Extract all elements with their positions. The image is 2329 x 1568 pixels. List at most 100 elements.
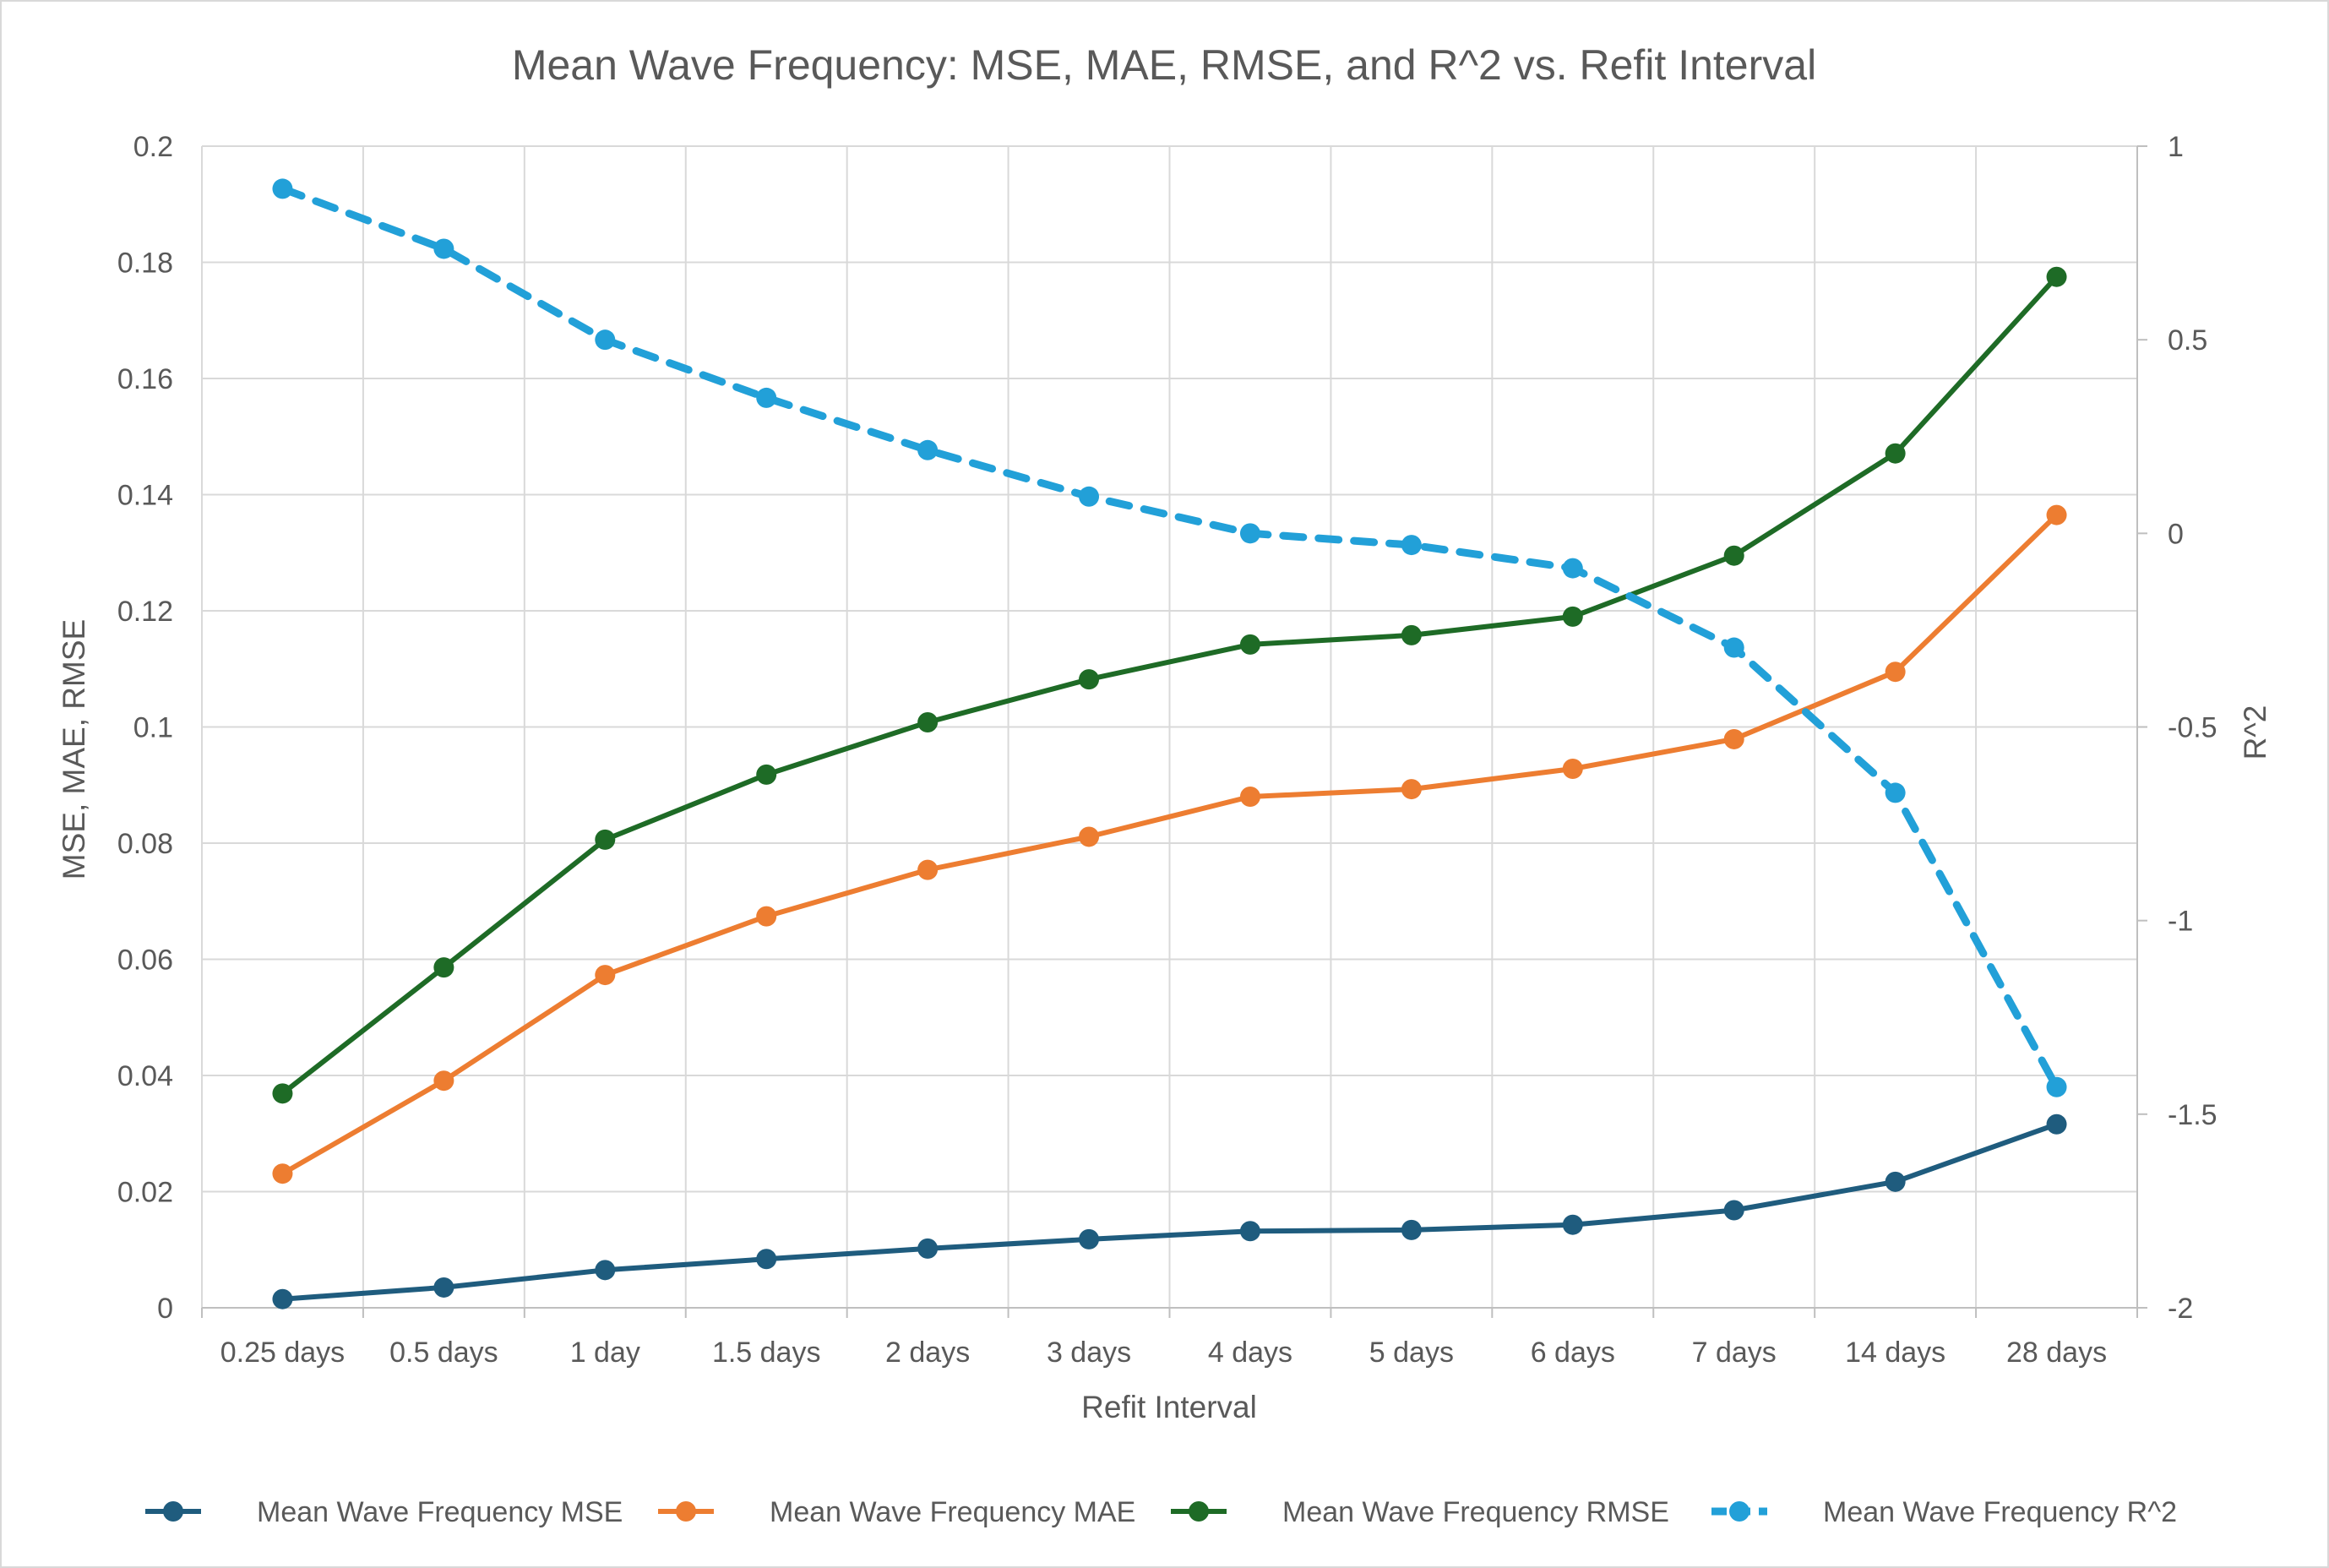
data-point <box>595 329 616 351</box>
data-point <box>756 387 777 408</box>
x-tick-label: 1.5 days <box>712 1337 821 1369</box>
series-0 <box>272 1113 2067 1309</box>
data-point <box>756 1249 777 1270</box>
data-point <box>1079 486 1100 507</box>
data-point <box>1562 558 1583 579</box>
y2-axis-title: R^2 <box>2238 705 2272 760</box>
data-point <box>2046 1113 2067 1135</box>
legend-marker <box>676 1501 696 1522</box>
legend-item: Mean Wave Frequency MSE <box>145 1496 623 1528</box>
data-point <box>2046 504 2067 525</box>
data-point <box>595 829 616 850</box>
data-point <box>2046 1076 2067 1097</box>
y-tick-label: 0 <box>157 1293 173 1325</box>
data-point <box>756 906 777 927</box>
series-line <box>279 184 2060 1092</box>
data-point <box>1562 606 1583 627</box>
data-point <box>272 1083 293 1104</box>
legend-item: Mean Wave Frequency RMSE <box>1171 1496 1669 1528</box>
y2-tick-label: -2 <box>2168 1293 2193 1325</box>
x-tick-label: 0.25 days <box>220 1337 345 1369</box>
data-point <box>917 439 939 460</box>
y-tick-label: 0.08 <box>117 828 173 860</box>
data-point <box>1079 669 1100 690</box>
y2-tick-label: 1 <box>2168 131 2184 163</box>
x-tick-label: 0.5 days <box>389 1337 498 1369</box>
chart-title: Mean Wave Frequency: MSE, MAE, RMSE, and… <box>512 41 1816 89</box>
y-tick-label: 0.14 <box>117 480 173 512</box>
data-point <box>433 1070 454 1092</box>
x-tick-label: 5 days <box>1369 1337 1454 1369</box>
gridlines <box>201 145 2138 1308</box>
data-point <box>1723 1200 1744 1221</box>
data-point <box>1885 782 1906 803</box>
x-tick-label: 2 days <box>885 1337 970 1369</box>
y-tick-label: 0.06 <box>117 945 173 977</box>
legend: Mean Wave Frequency MSE Mean Wave Frequen… <box>145 1496 2177 1528</box>
data-point <box>917 859 939 880</box>
x-tick-label: 1 day <box>570 1337 640 1369</box>
legend-marker <box>1189 1501 1209 1522</box>
x-tick-label: 3 days <box>1047 1337 1131 1369</box>
legend-marker <box>1729 1501 1749 1522</box>
y-tick-label: 0.18 <box>117 248 173 280</box>
data-point <box>1401 535 1422 556</box>
data-point <box>1723 637 1744 658</box>
data-point <box>1723 545 1744 566</box>
y-axis-title: MSE, MAE, RMSE <box>57 619 91 879</box>
data-point <box>1401 624 1422 645</box>
data-point <box>1723 728 1744 749</box>
data-point <box>272 1288 293 1309</box>
data-point <box>1885 443 1906 464</box>
x-tick-label: 14 days <box>1845 1337 1945 1369</box>
legend-label: Mean Wave Frequency R^2 <box>1823 1496 2177 1528</box>
data-point <box>595 1260 616 1281</box>
data-point <box>917 1238 939 1259</box>
y2-tick-label: -1.5 <box>2168 1099 2217 1131</box>
series-line <box>280 512 2060 1177</box>
data-point <box>1079 1228 1100 1250</box>
data-point <box>756 764 777 785</box>
data-point <box>1401 779 1422 800</box>
series-1 <box>272 504 2067 1184</box>
data-point <box>917 712 939 732</box>
series-line <box>280 1121 2060 1302</box>
data-point <box>1562 1214 1583 1235</box>
y2-tick-label: -1 <box>2168 906 2193 938</box>
series-3 <box>272 178 2067 1097</box>
x-tick-label: 4 days <box>1208 1337 1292 1369</box>
legend-marker <box>163 1501 183 1522</box>
data-point <box>272 1163 293 1184</box>
data-point <box>1239 523 1260 544</box>
data-point <box>1885 1171 1906 1192</box>
data-point <box>1239 634 1260 655</box>
data-point <box>2046 266 2067 287</box>
series-2 <box>272 266 2067 1104</box>
x-tick-label: 28 days <box>2006 1337 2107 1369</box>
axes: 0 0.02 0.04 0.06 0.08 0.1 0.12 0.14 0.16 0.18 0.2 -… <box>117 131 2217 1369</box>
legend-label: Mean Wave Frequency RMSE <box>1282 1496 1669 1528</box>
legend-label: Mean Wave Frequency MSE <box>257 1496 623 1528</box>
data-point <box>433 238 454 259</box>
legend-label: Mean Wave Frequency MAE <box>770 1496 1135 1528</box>
x-tick-label: 7 days <box>1692 1337 1777 1369</box>
y-tick-label: 0.04 <box>117 1060 173 1092</box>
data-point <box>1562 759 1583 779</box>
data-point <box>1239 1221 1260 1242</box>
y2-tick-label: 0.5 <box>2168 324 2207 357</box>
data-point <box>1239 787 1260 807</box>
y-tick-label: 0.2 <box>133 131 173 163</box>
data-point <box>1885 662 1906 683</box>
y-tick-label: 0.16 <box>117 363 173 395</box>
data-point <box>595 965 616 986</box>
data-point <box>1401 1219 1422 1240</box>
data-point <box>1079 826 1100 847</box>
series-lines <box>272 178 2067 1309</box>
y-tick-label: 0.02 <box>117 1177 173 1209</box>
data-point <box>433 1277 454 1298</box>
legend-item: Mean Wave Frequency MAE <box>658 1496 1135 1528</box>
y-tick-label: 0.1 <box>133 712 173 744</box>
data-point <box>433 957 454 978</box>
y2-tick-label: 0 <box>2168 518 2184 550</box>
